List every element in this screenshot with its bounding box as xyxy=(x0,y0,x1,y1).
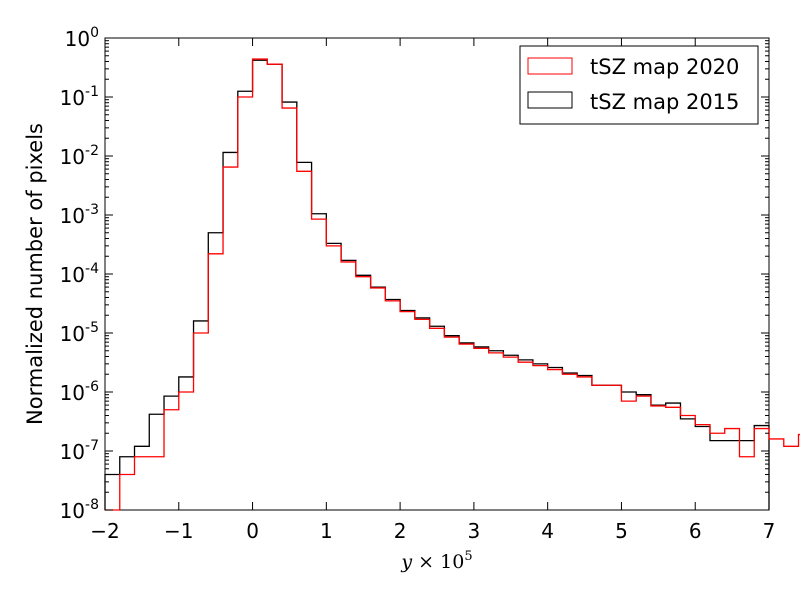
x-tick-label: 2 xyxy=(394,519,407,543)
y-tick-label: 10-1 xyxy=(60,84,99,110)
series-layer xyxy=(104,58,800,511)
x-axis-label: y × 105 xyxy=(400,549,472,573)
legend-swatch-tsz-2020 xyxy=(527,57,573,75)
x-tick-label: 7 xyxy=(763,519,776,543)
legend-label-tsz-2020: tSZ map 2020 xyxy=(590,55,739,79)
x-axis-label-times: × 10 xyxy=(412,551,464,573)
legend: tSZ map 2020 tSZ map 2015 xyxy=(519,45,759,125)
ticks-layer xyxy=(104,37,770,511)
y-tick-label: 10-5 xyxy=(60,320,99,346)
y-tick-label: 10-4 xyxy=(60,261,100,287)
x-axis-label-var: y xyxy=(400,551,412,573)
y-tick-label: 10-8 xyxy=(60,497,99,523)
x-tick-label: −1 xyxy=(164,519,193,543)
y-tick-label: 10-3 xyxy=(60,202,99,228)
y-tick-label: 100 xyxy=(65,25,99,51)
y-tick-label: 10-2 xyxy=(60,143,99,169)
x-tick-label: −2 xyxy=(90,519,119,543)
x-tick-label: 4 xyxy=(541,519,554,543)
series-line-tsz-2020 xyxy=(105,58,800,511)
x-tick-label: 6 xyxy=(689,519,702,543)
x-axis-label-exp: 5 xyxy=(464,549,472,564)
legend-swatch-tsz-2015 xyxy=(527,91,573,109)
x-tick-labels: −2 −1 0 1 2 3 4 5 6 7 xyxy=(90,519,775,543)
y-tick-label: 10-6 xyxy=(60,379,100,405)
x-tick-label: 5 xyxy=(615,519,628,543)
x-tick-label: 0 xyxy=(246,519,259,543)
y-tick-labels: 10-8 10-7 10-6 10-5 10-4 10-3 10-2 10-1 100 xyxy=(60,25,100,523)
legend-box xyxy=(519,45,759,125)
legend-label-tsz-2015: tSZ map 2015 xyxy=(590,90,739,114)
x-tick-label: 3 xyxy=(468,519,481,543)
y-tick-label: 10-7 xyxy=(60,438,99,464)
x-tick-label: 1 xyxy=(320,519,333,543)
y-axis-label: Normalized number of pixels xyxy=(23,123,47,425)
